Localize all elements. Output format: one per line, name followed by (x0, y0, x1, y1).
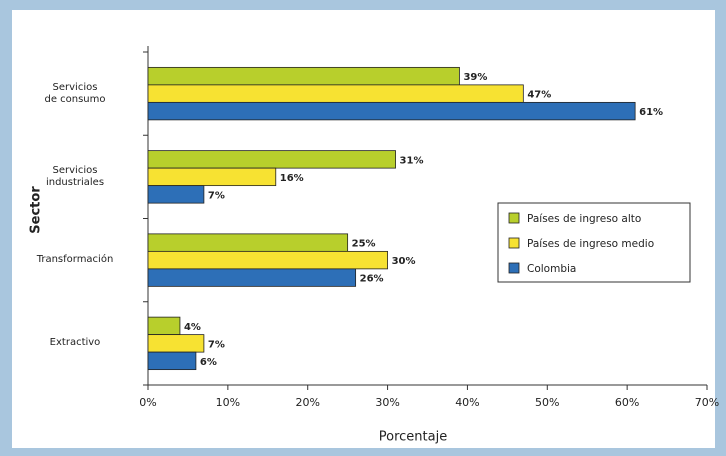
x-axis-label: Porcentaje (379, 430, 447, 445)
x-tick-label: 50% (535, 396, 559, 409)
data-label: 4% (184, 322, 201, 333)
x-tick-label: 60% (615, 396, 639, 409)
bar (147, 66, 460, 86)
bar (147, 351, 197, 371)
legend: Países de ingreso alto Países de ingreso … (497, 202, 691, 283)
y-tick-label: Transformación (36, 254, 114, 266)
bar (147, 167, 277, 187)
legend-swatch (508, 262, 520, 274)
data-label: 6% (200, 357, 217, 368)
x-tick-label: 30% (375, 396, 399, 409)
legend-box (497, 202, 691, 283)
data-label: 61% (639, 107, 663, 118)
bar (147, 150, 396, 169)
data-label: 47% (527, 90, 551, 101)
legend-label: Países de ingreso medio (527, 238, 654, 250)
bar (147, 334, 205, 353)
legend-swatch (508, 212, 520, 224)
bar (147, 268, 357, 287)
y-axis-label: Sector (29, 186, 44, 234)
x-tick-label: 10% (216, 396, 240, 409)
data-label: 26% (360, 274, 384, 285)
legend-label: Colombia (527, 263, 576, 275)
data-label: 31% (400, 155, 424, 166)
bar (147, 316, 181, 336)
y-tick-label: Servicios industriales (45, 164, 105, 188)
data-label: 25% (352, 239, 376, 250)
legend-swatch (508, 237, 520, 249)
data-label: 7% (208, 339, 225, 350)
y-tick-label: Servicios de consumo (44, 81, 106, 105)
bar (147, 84, 524, 103)
x-tick-label: 20% (295, 396, 319, 409)
bar (147, 233, 349, 252)
y-tick-label: Extractivo (49, 337, 101, 349)
x-tick-label: 40% (455, 396, 479, 409)
data-label: 16% (280, 173, 304, 184)
x-tick-label: 70% (695, 396, 719, 409)
legend-label: Países de ingreso alto (527, 213, 641, 225)
bar (147, 101, 636, 121)
data-label: 7% (208, 190, 225, 201)
bar (147, 250, 388, 270)
data-label: 39% (463, 72, 487, 83)
data-label: 30% (392, 256, 416, 267)
bar (147, 185, 205, 204)
x-tick-label: 0% (139, 396, 156, 409)
